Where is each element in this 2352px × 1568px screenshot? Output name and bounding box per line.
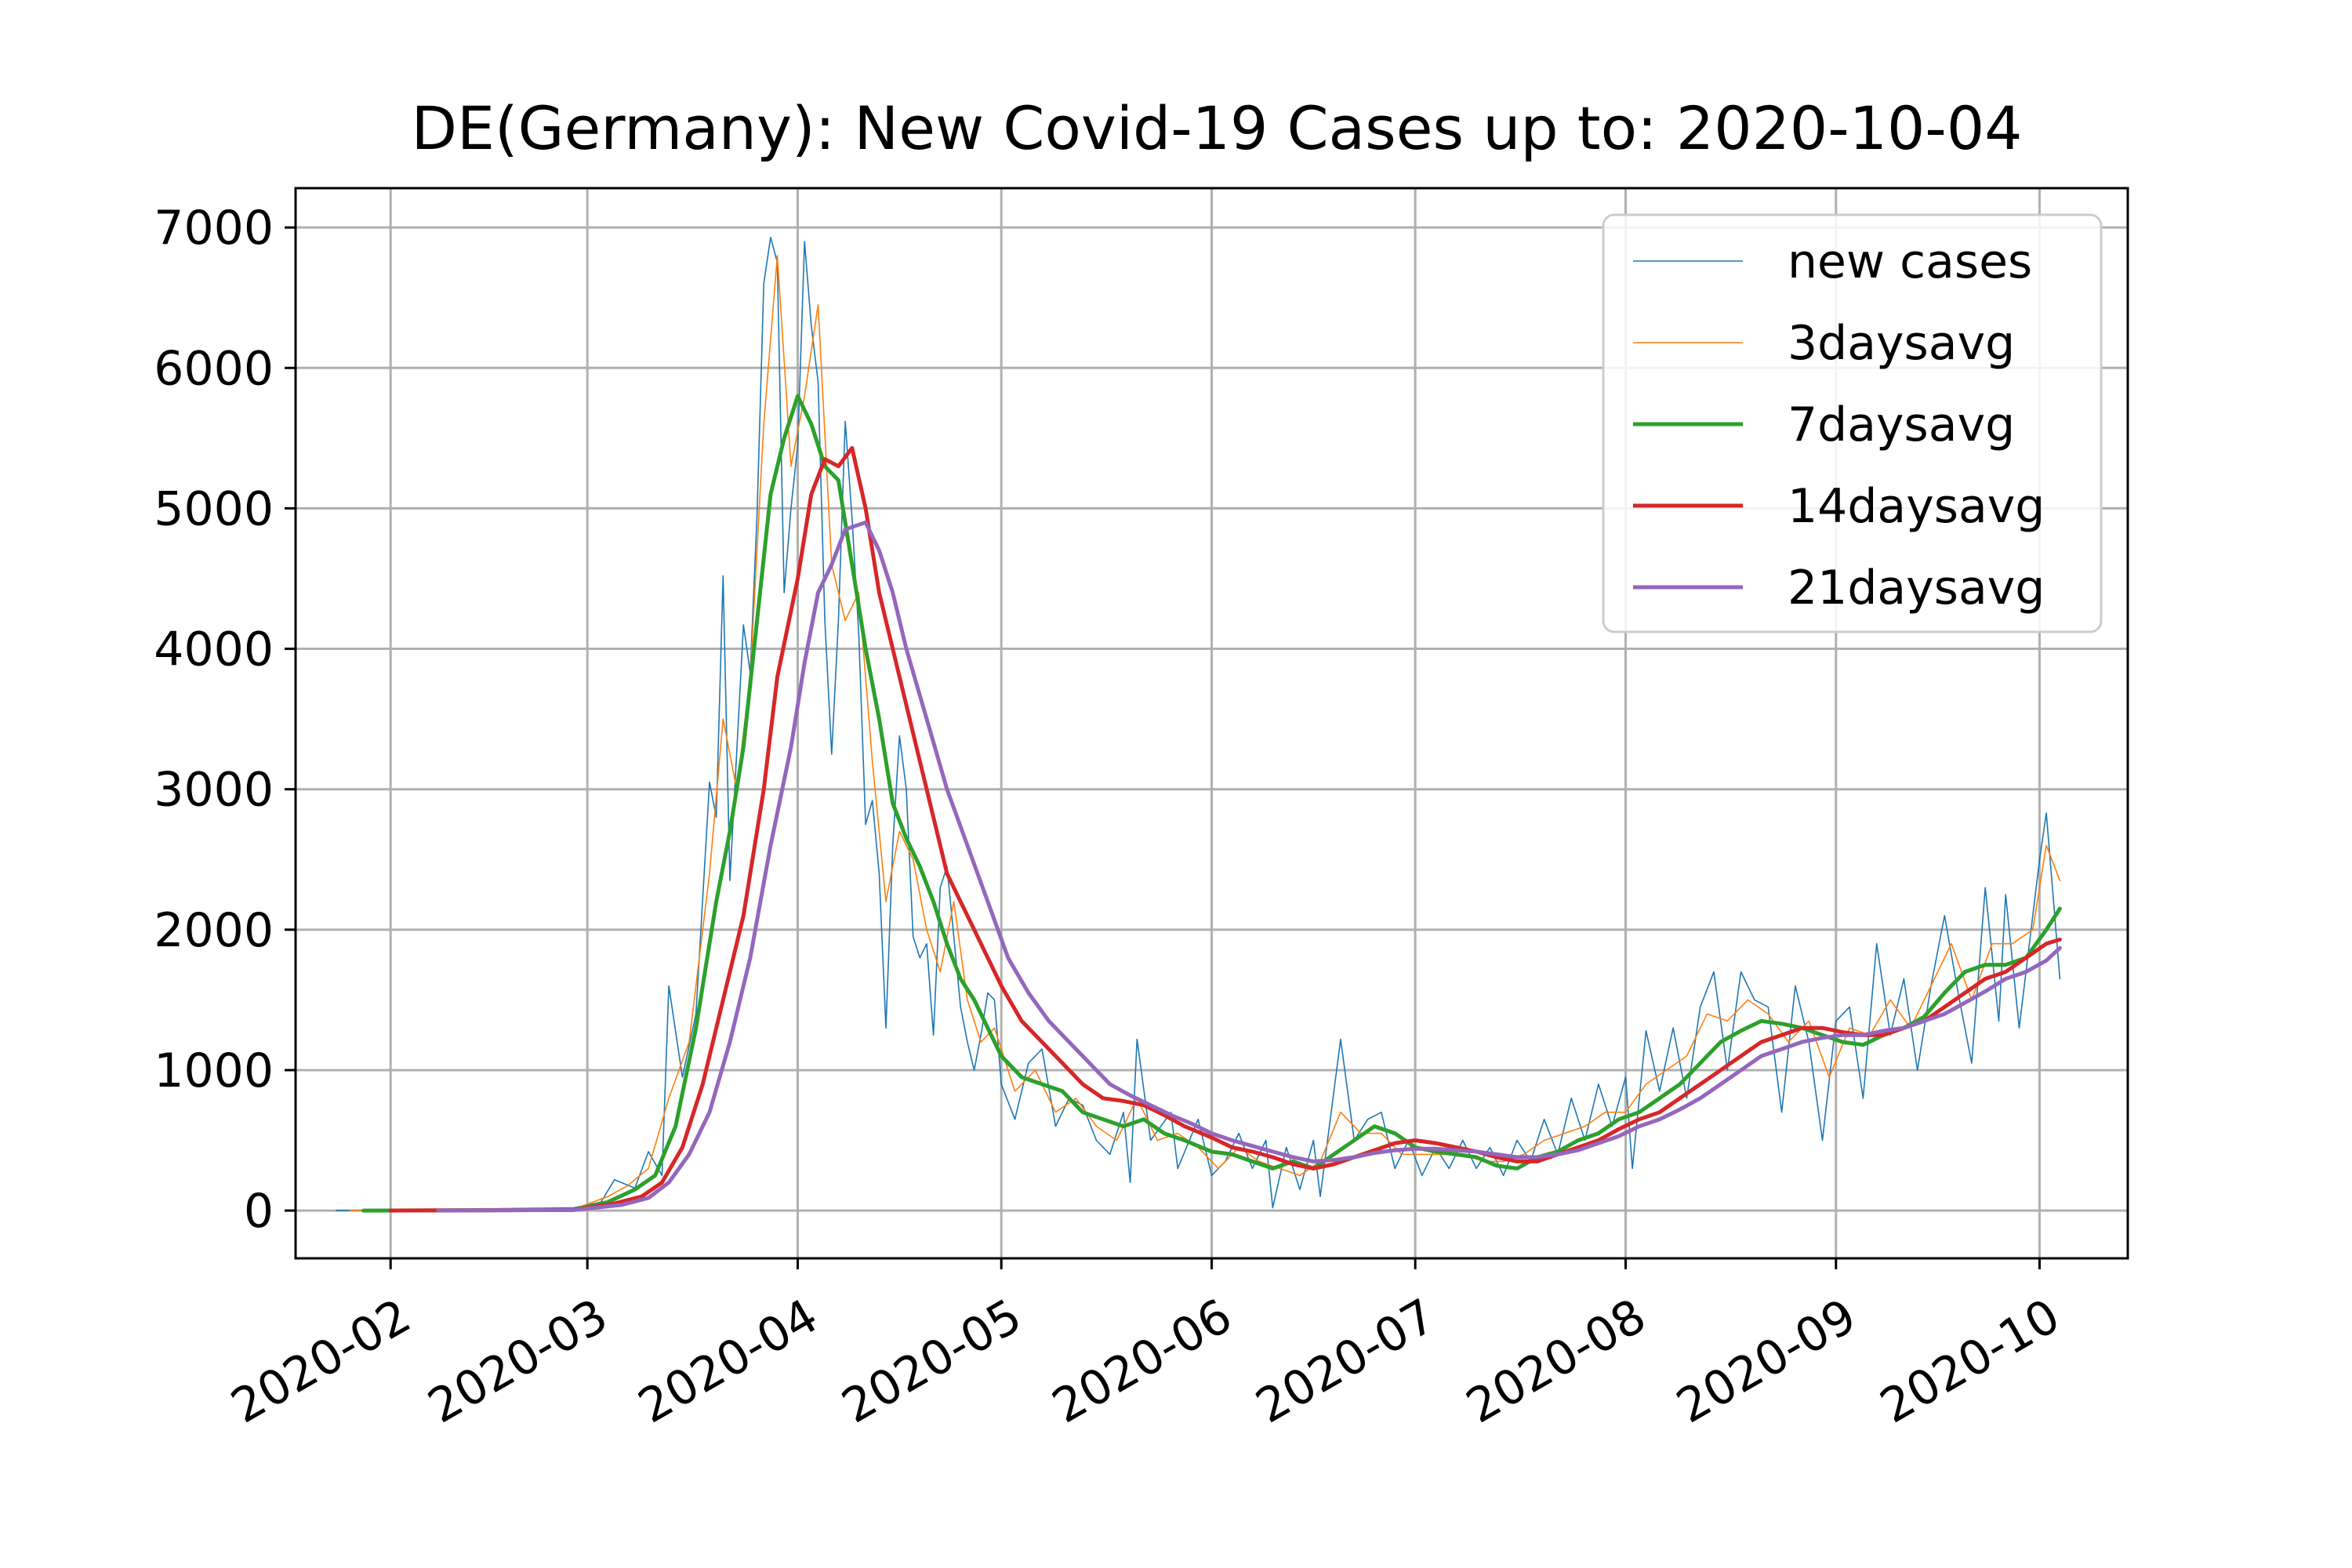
legend-label: 7daysavg [1788, 397, 2015, 452]
legend-label: 3daysavg [1788, 316, 2015, 371]
series-lines [336, 236, 2062, 1213]
chart-title: DE(Germany): New Covid-19 Cases up to: 2… [411, 93, 2022, 163]
y-tick-label: 3000 [154, 763, 274, 818]
y-tick-label: 4000 [154, 622, 274, 677]
series-line-14daysavg [388, 445, 2062, 1213]
series-line-7daysavg [361, 394, 2062, 1213]
series-line-21daysavg [436, 520, 2062, 1213]
legend-label: 21daysavg [1788, 561, 2045, 615]
y-tick-label: 5000 [154, 481, 274, 536]
legend: new cases 3daysavg 7daysavg 14daysavg 21days… [1602, 213, 2103, 633]
y-tick-label: 6000 [154, 341, 274, 396]
y-tick-label: 2000 [154, 903, 274, 958]
series-line-3daysavg [349, 255, 2061, 1211]
legend-box [1602, 213, 2103, 633]
legend-label: 14daysavg [1788, 479, 2045, 534]
y-tick-label: 1000 [154, 1044, 274, 1098]
y-tick-label: 0 [244, 1184, 274, 1239]
legend-label: new cases [1788, 234, 2032, 289]
y-tick-label: 7000 [154, 201, 274, 256]
series-line-new-cases [336, 236, 2061, 1211]
y-axis: 0 1000 2000 3000 4000 5000 6000 7000 [154, 201, 296, 1239]
